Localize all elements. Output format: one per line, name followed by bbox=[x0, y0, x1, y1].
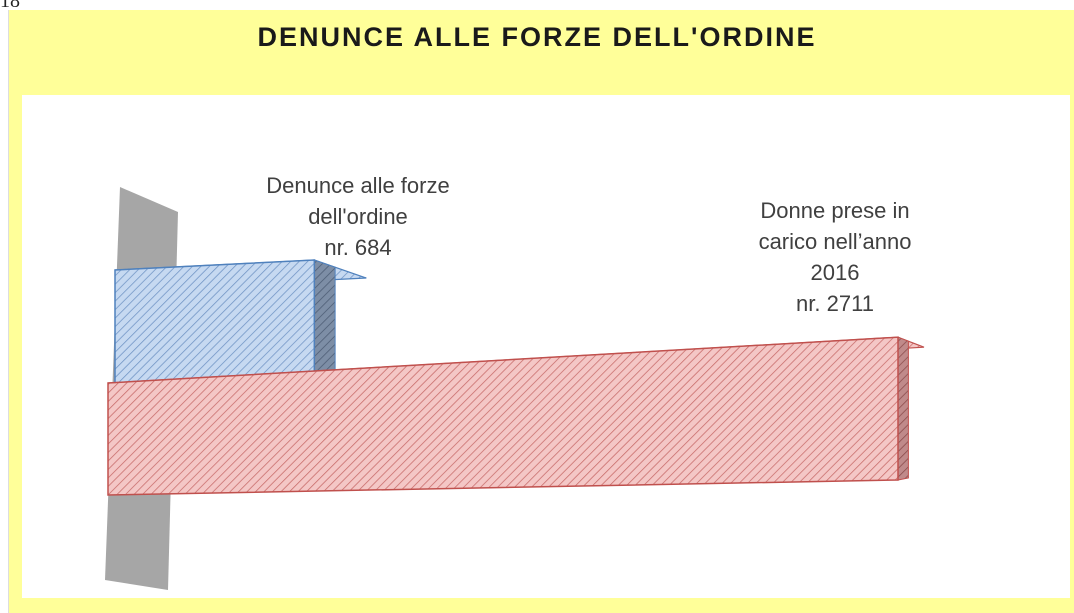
data-label: Donne prese in carico nell’anno 2016 nr. … bbox=[735, 195, 935, 319]
data-label: Denunce alle forze dell'ordine nr. 684 bbox=[243, 170, 473, 263]
chart-title: DENUNCE ALLE FORZE DELL'ORDINE bbox=[257, 22, 817, 52]
bar-side bbox=[313, 259, 336, 384]
value-label: nr. 2711 bbox=[796, 291, 874, 316]
category-label: Donne prese in carico nell’anno 2016 bbox=[758, 198, 912, 285]
bar bbox=[107, 336, 899, 496]
bar bbox=[114, 259, 316, 384]
bar-side bbox=[897, 336, 909, 481]
category-label: Denunce alle forze dell'ordine bbox=[266, 173, 450, 229]
page-number: 18 bbox=[0, 0, 20, 12]
value-label: nr. 684 bbox=[324, 235, 392, 260]
